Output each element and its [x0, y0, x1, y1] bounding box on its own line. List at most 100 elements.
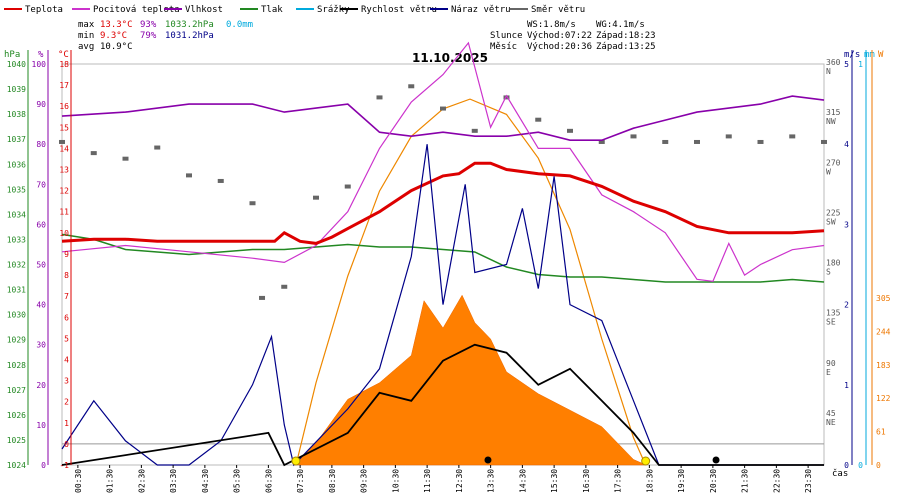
solar-radiation-area	[293, 294, 647, 466]
pressure-tick: 1030	[7, 311, 26, 320]
time-tick: 05:30	[233, 469, 242, 493]
wind-gust-max: WG:4.1m/s	[596, 20, 645, 30]
wind-direction-point	[630, 134, 637, 139]
time-tick: 09:30	[360, 469, 369, 493]
legend-label: Náraz větru	[451, 5, 511, 15]
wind-direction-point	[249, 201, 256, 206]
wind-tick: 2	[844, 301, 849, 310]
solar-tick: 61	[876, 428, 886, 437]
pressure-tick: 1035	[7, 185, 26, 194]
temperature-tick: 15	[59, 123, 69, 132]
temperature-tick: 5	[64, 334, 69, 343]
temperature-tick: 4	[64, 355, 69, 364]
sun-label: Slunce	[490, 31, 523, 41]
temperature-tick: 1	[64, 419, 69, 428]
time-tick: 10:30	[391, 469, 400, 493]
sun-rise: Východ:07:22	[527, 31, 592, 41]
direction-tick: 180	[826, 259, 841, 268]
pressure-tick: 1027	[7, 386, 26, 395]
humidity-tick: 20	[36, 381, 46, 390]
humidity-tick: 40	[36, 301, 46, 310]
humidity-tick: 10	[36, 421, 46, 430]
humidity-line	[61, 95, 825, 141]
wind-direction-point	[757, 139, 764, 144]
humidity-tick: 30	[36, 341, 46, 350]
moonset-marker	[484, 456, 492, 464]
moon-set: Západ:13:25	[596, 42, 656, 52]
time-tick: 12:30	[455, 469, 464, 493]
time-tick: 22:30	[772, 469, 781, 493]
time-tick: 23:30	[804, 469, 813, 493]
humidity-tick: 90	[36, 100, 46, 109]
legend-label: Směr větru	[531, 5, 585, 15]
solar-tick: 122	[876, 394, 891, 403]
stats-min-label: min	[78, 31, 94, 41]
rain-tick: 1	[858, 60, 863, 69]
feels-like-line	[61, 41, 825, 283]
wind-direction-point	[440, 106, 446, 111]
moon-label: Měsíc	[490, 42, 517, 52]
direction-tick: 225	[826, 208, 841, 217]
time-tick: 01:30	[106, 469, 115, 493]
wind-direction-point	[186, 173, 192, 178]
pressure-tick: 1028	[7, 361, 26, 370]
chart-title: 11.10.2025	[412, 51, 488, 65]
direction-label: NW	[826, 117, 836, 126]
direction-tick: 270	[826, 158, 841, 167]
temperature-tick: 16	[59, 102, 69, 111]
pressure-tick: 1039	[7, 85, 26, 94]
temperature-tick: 8	[64, 271, 69, 280]
stats-min-temp: 9.3°C	[100, 31, 127, 41]
time-tick: 06:30	[264, 469, 273, 493]
moonrise-marker	[712, 456, 720, 464]
stats-avg-temp: 10.9°C	[100, 42, 133, 52]
wind-direction-point	[567, 128, 573, 133]
direction-label: SW	[826, 217, 836, 226]
wind-direction-point	[821, 139, 827, 144]
stats-avg-label: avg	[78, 42, 94, 52]
direction-tick: 45	[826, 409, 836, 418]
plot-area	[59, 41, 827, 467]
pressure-tick: 1029	[7, 336, 26, 345]
direction-label: E	[826, 368, 831, 377]
time-tick: 11:30	[423, 469, 432, 493]
sunrise-marker	[291, 456, 301, 466]
wind-direction-point	[408, 84, 415, 89]
wind-direction-point	[281, 284, 288, 289]
wind-gust-line	[61, 144, 824, 467]
wind-direction-point	[259, 295, 266, 300]
rain-tick: 0	[858, 461, 863, 470]
wind-direction-point	[313, 195, 319, 200]
wind-direction-point	[344, 184, 351, 189]
wind-direction-point	[59, 139, 65, 144]
time-tick: 14:30	[518, 469, 527, 493]
wind-direction-point	[471, 128, 478, 133]
time-tick: 04:30	[201, 469, 210, 493]
wind-direction-point	[90, 151, 97, 156]
pressure-tick: 1026	[7, 411, 26, 420]
pressure-tick: 1034	[7, 210, 26, 219]
stats-min-press: 1031.2hPa	[165, 31, 214, 41]
wind-tick: 3	[844, 220, 849, 229]
wind-tick: 5	[844, 60, 849, 69]
temperature-tick: 0	[64, 440, 69, 449]
legend-label: Srážky	[317, 5, 350, 15]
wind-tick: 0	[844, 461, 849, 470]
pressure-tick: 1037	[7, 135, 26, 144]
wind-direction-point	[217, 178, 224, 183]
pressure-tick: 1031	[7, 286, 26, 295]
time-tick: 19:30	[677, 469, 686, 493]
time-tick: 03:30	[169, 469, 178, 493]
stats-block: max 13.3°C 93% 1033.2hPa 0.0mm min 9.3°C…	[78, 20, 253, 52]
time-tick: 16:30	[582, 469, 591, 493]
direction-label: NE	[826, 418, 836, 427]
temperature-tick: 12	[59, 187, 69, 196]
unit-time: čas	[832, 468, 848, 479]
time-tick: 20:30	[709, 469, 718, 493]
direction-label: W	[826, 167, 831, 176]
legend: Teplota Pocitová teplota Vlhkost Tlak Srážky…	[4, 5, 585, 15]
wind-tick: 1	[844, 381, 849, 390]
legend-label: Teplota	[25, 5, 63, 15]
wind-direction-point	[154, 145, 161, 150]
stats-max-label: max	[78, 20, 95, 30]
